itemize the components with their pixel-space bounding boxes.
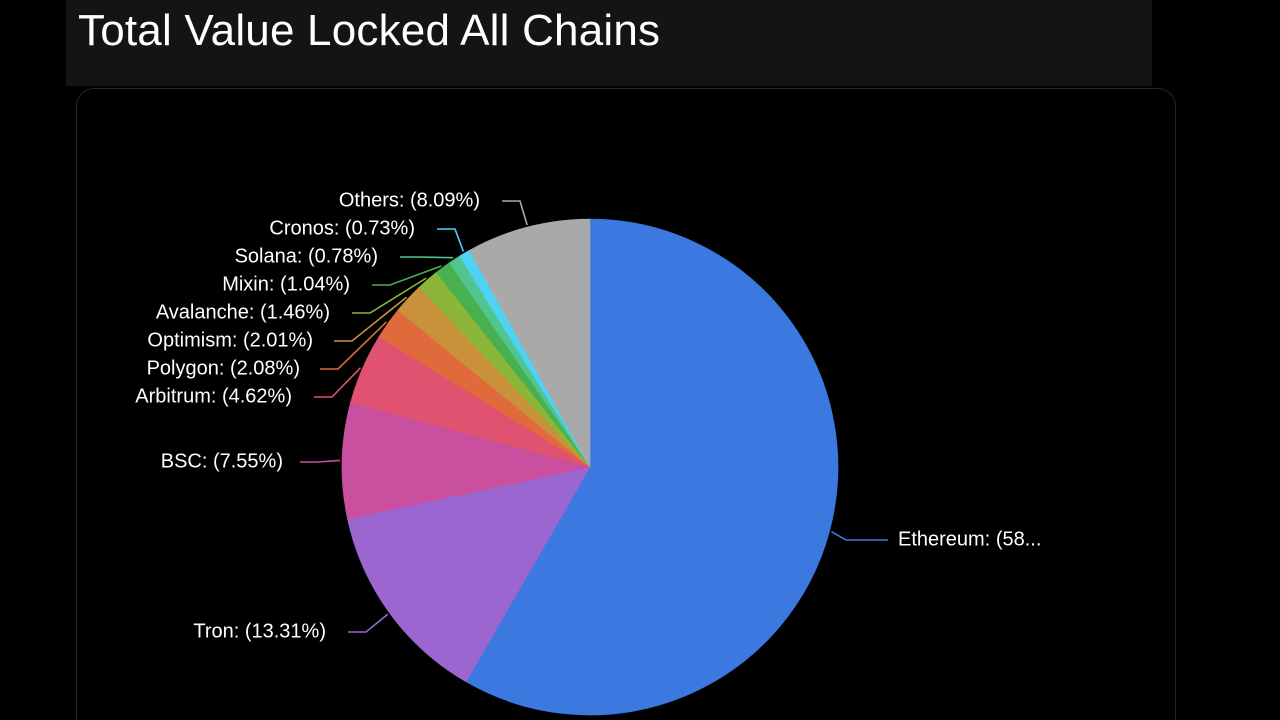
slice-label-solana: Solana: (0.78%) — [235, 245, 378, 267]
pie-slice-ethereum[interactable] — [465, 218, 839, 716]
slice-label-optimism: Optimism: (2.01%) — [147, 329, 313, 351]
slice-label-bsc: BSC: (7.55%) — [161, 450, 283, 472]
header-band — [66, 0, 1152, 86]
slice-labels: Ethereum: (58... Tron: (13.31%) BSC: (7.55… — [135, 189, 1041, 642]
leader-line-mixin — [372, 265, 442, 286]
leader-line-polygon — [320, 321, 387, 370]
slice-label-cronos: Cronos: (0.73%) — [269, 217, 415, 239]
slice-label-polygon: Polygon: (2.08%) — [147, 357, 300, 379]
leader-line-tron — [348, 613, 389, 633]
leader-line-solana — [400, 256, 454, 259]
slice-label-ethereum: Ethereum: (58... — [898, 528, 1041, 550]
pie-slices — [341, 218, 839, 716]
slice-label-mixin: Mixin: (1.04%) — [222, 273, 350, 295]
slice-label-others: Others: (8.09%) — [339, 189, 480, 211]
leader-line-cronos — [437, 228, 465, 252]
leader-line-avalanche — [352, 277, 427, 314]
slice-label-avalanche: Avalanche: (1.46%) — [156, 301, 330, 323]
pie-slice-tron[interactable] — [347, 466, 591, 683]
leader-line-bsc — [300, 459, 341, 463]
slice-label-arbitrum: Arbitrum: (4.62%) — [135, 385, 292, 407]
leader-line-optimism — [334, 296, 408, 342]
pie-slice-others[interactable] — [468, 218, 591, 469]
pie-slice-bsc[interactable] — [341, 402, 591, 520]
slice-label-tron: Tron: (13.31%) — [193, 620, 326, 642]
leader-line-arbitrum — [314, 367, 362, 398]
page-title: Total Value Locked All Chains — [78, 6, 661, 55]
leader-line-others — [502, 200, 528, 226]
leader-line-ethereum — [831, 530, 888, 541]
